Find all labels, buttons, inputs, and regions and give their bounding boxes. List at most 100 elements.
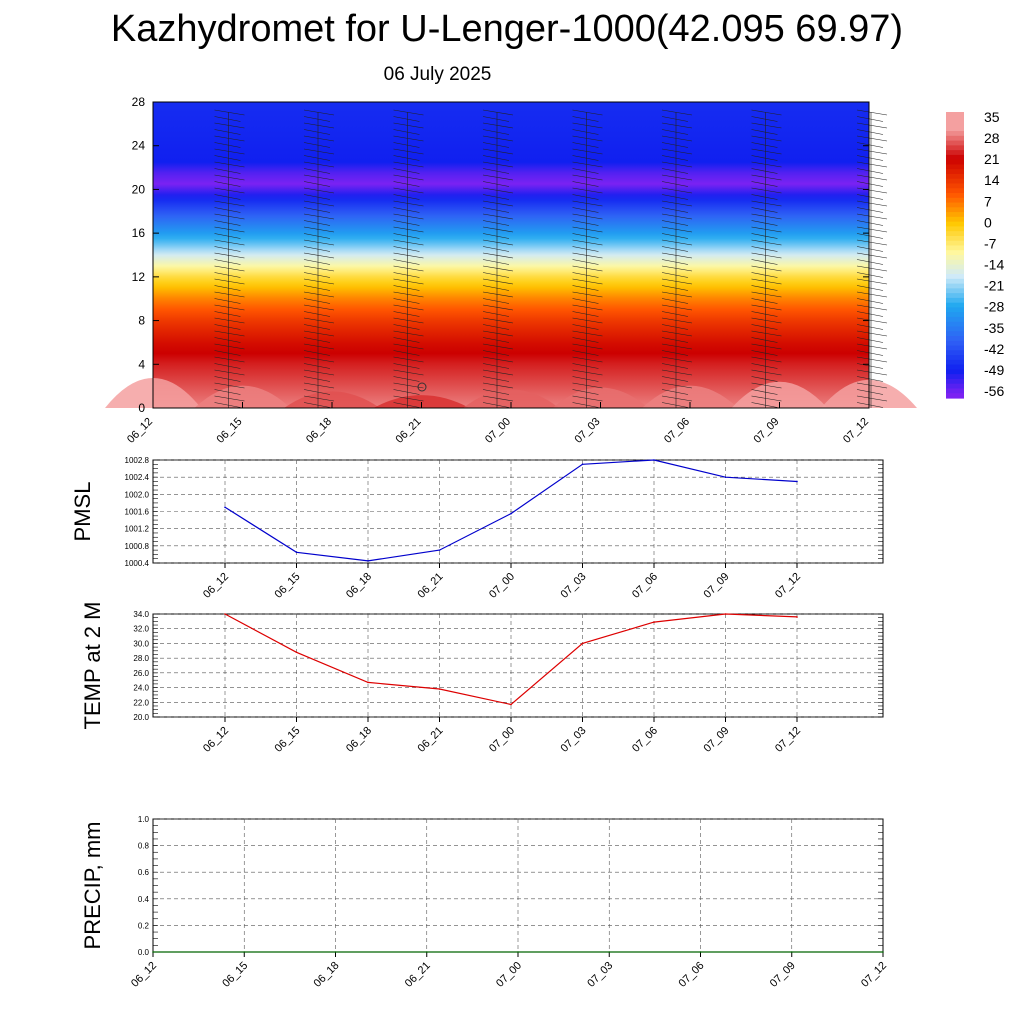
- x-tick-label: 06_12: [125, 416, 155, 446]
- wind-barb: [393, 109, 424, 116]
- wind-barb: [751, 343, 782, 350]
- wind-barb: [214, 363, 241, 369]
- colorbar-swatch: [946, 345, 964, 351]
- wind-barb: [482, 376, 510, 382]
- wind-barb: [393, 304, 424, 311]
- surface-temperature-patch: [373, 395, 470, 408]
- x-tick-label: 06_18: [304, 416, 334, 446]
- colorbar-swatch: [946, 302, 964, 309]
- colorbar-label: 21: [984, 151, 1000, 167]
- y-tick-label: 0.4: [138, 895, 150, 904]
- data-point: [699, 951, 702, 953]
- wind-barb: [856, 135, 888, 142]
- wind-barb-column: [214, 109, 245, 408]
- data-point: [653, 621, 655, 623]
- wind-barb: [303, 298, 331, 304]
- wind-barb: [856, 148, 888, 155]
- wind-barb: [214, 207, 241, 213]
- wind-barb: [572, 291, 603, 298]
- colorbar-swatch: [946, 188, 964, 194]
- wind-barb: [572, 122, 603, 129]
- wind-barb: [572, 187, 603, 194]
- wind-barb: [856, 265, 888, 272]
- colorbar-swatch: [946, 359, 964, 366]
- colorbar-swatch: [946, 278, 964, 285]
- wind-barb: [214, 239, 245, 246]
- wind-barb: [482, 278, 514, 285]
- wind-barb: [856, 226, 888, 233]
- wind-barb: [661, 148, 693, 155]
- colorbar-swatch: [946, 240, 964, 247]
- y-tick-label: 28: [132, 95, 146, 109]
- wind-barb: [572, 174, 603, 181]
- wind-barb: [856, 350, 884, 356]
- y-tick-label: 32.0: [133, 625, 149, 634]
- wind-barb: [661, 395, 693, 402]
- wind-barb: [393, 246, 420, 252]
- wind-barb: [393, 278, 424, 285]
- y-tick-label: 28.0: [133, 654, 149, 663]
- wind-barb: [393, 376, 420, 382]
- data-point: [510, 512, 512, 515]
- wind-barb: [214, 213, 245, 220]
- wind-barb-column: [393, 109, 424, 408]
- x-tick-label: 07_06: [630, 571, 660, 601]
- wind-barb: [482, 122, 514, 129]
- wind-barb: [572, 304, 603, 311]
- y-axis-label: PRECIP, mm: [80, 822, 105, 950]
- x-tick-label: 06_15: [220, 960, 250, 990]
- wind-barb: [214, 369, 245, 376]
- wind-barb: [303, 304, 335, 311]
- wind-barb: [393, 135, 424, 142]
- wind-barb: [856, 116, 884, 122]
- wind-barb: [572, 116, 599, 122]
- wind-barb: [856, 109, 888, 116]
- wind-barb: [751, 194, 778, 200]
- wind-barb: [214, 317, 245, 324]
- wind-barb: [303, 148, 335, 155]
- colorbar-swatch: [946, 274, 964, 280]
- x-tick-label: 07_09: [702, 725, 732, 755]
- wind-barb: [661, 142, 689, 148]
- wind-barb: [214, 272, 241, 278]
- wind-barb: [482, 142, 510, 148]
- wind-barb: [214, 285, 241, 291]
- data-point: [243, 951, 246, 953]
- chart-subtitle: 06 July 2025: [383, 64, 492, 85]
- wind-barb: [303, 363, 331, 369]
- wind-barb: [482, 187, 514, 194]
- wind-barb: [393, 272, 420, 278]
- wind-barb: [751, 252, 782, 259]
- data-point: [724, 613, 727, 615]
- wind-barb: [661, 363, 689, 369]
- wind-barb: [393, 382, 424, 389]
- wind-barb: [751, 369, 782, 376]
- wind-barb: [214, 324, 241, 330]
- colorbar-swatch: [946, 121, 964, 127]
- wind-barb: [661, 337, 689, 343]
- wind-barb: [751, 317, 782, 324]
- wind-barb: [572, 213, 603, 220]
- colorbar-swatch: [946, 197, 964, 204]
- wind-barb: [214, 109, 245, 116]
- colorbar-swatch: [946, 164, 964, 170]
- wind-barb: [661, 252, 693, 259]
- wind-barb: [572, 200, 603, 207]
- wind-barb-column: [572, 109, 603, 408]
- wind-barb: [751, 363, 778, 369]
- wind-barb: [661, 220, 689, 226]
- x-tick-label: 07_03: [585, 960, 615, 990]
- colorbar-swatch: [946, 364, 964, 370]
- x-tick-label: 06_15: [215, 416, 245, 446]
- wind-barb: [482, 272, 510, 278]
- colorbar-label: -14: [984, 257, 1004, 273]
- colorbar-swatch: [946, 264, 964, 270]
- wind-barb: [856, 259, 884, 265]
- wind-barb: [482, 109, 514, 116]
- data-point: [724, 476, 727, 478]
- wind-barb: [482, 369, 514, 376]
- x-tick-label: 06_15: [273, 725, 303, 755]
- wind-barb: [303, 187, 335, 194]
- wind-barb: [572, 395, 603, 402]
